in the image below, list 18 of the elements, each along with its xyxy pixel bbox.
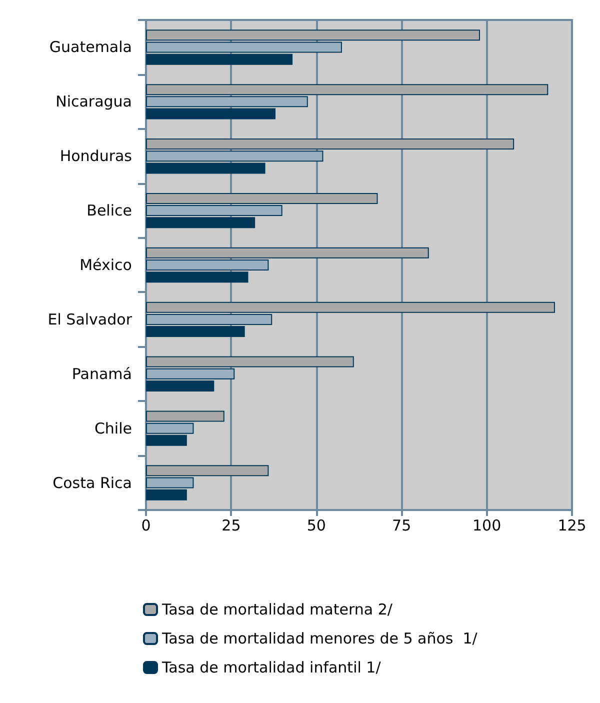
y-tick-label: Belice — [86, 202, 132, 220]
y-tick-label: Nicaragua — [56, 92, 132, 111]
legend-label: Tasa de mortalidad materna 2/ — [161, 600, 394, 618]
y-tick-label: El Salvador — [48, 310, 133, 328]
x-tick-label: 50 — [306, 516, 326, 534]
y-tick-label: Honduras — [60, 147, 132, 166]
y-tick-label: Panamá — [72, 364, 132, 383]
y-tick-label: Guatemala — [49, 38, 132, 56]
x-tick-label: 25 — [222, 516, 241, 534]
x-tick-label: 125 — [558, 516, 586, 534]
legend-label: Tasa de mortalidad infantil 1/ — [161, 658, 382, 676]
y-tick-label: Chile — [94, 419, 132, 438]
legend-label: Tasa de mortalidad menores de 5 años 1/ — [161, 630, 478, 648]
x-tick-label: 0 — [141, 516, 151, 534]
y-tick-label: México — [80, 256, 132, 274]
x-tick-label: 100 — [472, 516, 502, 534]
y-tick-label: Costa Rica — [52, 474, 132, 492]
x-tick-label: 75 — [392, 516, 412, 534]
